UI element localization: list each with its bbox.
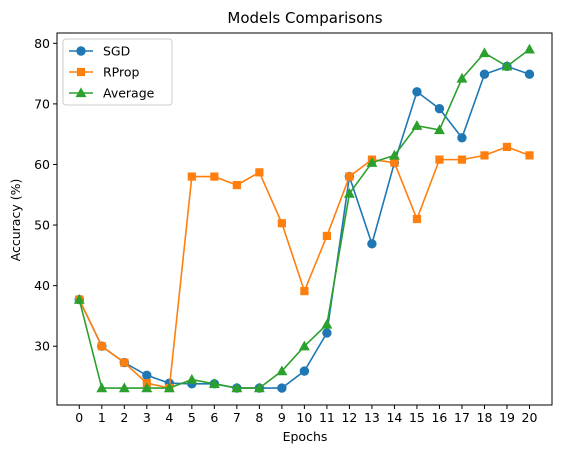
legend-label: Average xyxy=(103,86,155,101)
data-point xyxy=(187,172,196,181)
x-tick-label: 7 xyxy=(233,410,241,425)
x-tick-label: 9 xyxy=(278,410,286,425)
data-point xyxy=(210,172,219,181)
chart-title: Models Comparisons xyxy=(227,9,382,27)
data-point xyxy=(390,158,399,167)
data-point xyxy=(435,155,444,164)
data-point xyxy=(502,142,512,152)
series-rprop xyxy=(75,142,534,393)
plot-area xyxy=(73,43,535,393)
series-line xyxy=(78,146,530,390)
data-point xyxy=(412,87,422,97)
x-tick-label: 16 xyxy=(431,410,447,425)
x-tick-label: 6 xyxy=(210,410,218,425)
legend: SGD RProp Average xyxy=(62,38,173,106)
y-tick-label: 50 xyxy=(34,218,50,233)
legend-marker xyxy=(76,46,86,56)
series-line xyxy=(78,65,530,389)
data-point xyxy=(457,133,467,143)
x-tick-label: 8 xyxy=(255,410,263,425)
y-tick-label: 60 xyxy=(34,157,50,172)
data-point xyxy=(73,293,85,304)
data-point xyxy=(118,382,130,393)
data-point xyxy=(456,72,468,83)
data-point xyxy=(367,239,377,249)
data-point xyxy=(300,286,309,296)
x-tick-label: 5 xyxy=(188,410,196,425)
data-point xyxy=(232,180,241,190)
y-tick-label: 70 xyxy=(34,96,50,111)
data-point xyxy=(277,383,287,393)
data-point xyxy=(501,60,513,71)
y-axis: 30 40 50 60 70 80 xyxy=(34,36,57,354)
data-point xyxy=(524,69,535,79)
x-tick-label: 20 xyxy=(522,410,538,425)
x-tick-label: 0 xyxy=(75,410,83,425)
legend-label: SGD xyxy=(103,44,130,59)
data-point xyxy=(457,155,467,164)
x-tick-label: 10 xyxy=(296,410,312,425)
x-tick-label: 14 xyxy=(386,410,402,425)
y-tick-label: 30 xyxy=(34,339,50,354)
data-point xyxy=(208,378,220,388)
data-point xyxy=(231,382,243,393)
data-point xyxy=(525,151,534,160)
x-axis-label: Epochs xyxy=(283,429,328,444)
data-point xyxy=(388,149,400,160)
data-point xyxy=(321,318,333,329)
data-point xyxy=(366,157,378,167)
data-point xyxy=(97,342,106,351)
x-tick-label: 15 xyxy=(409,410,425,425)
x-tick-label: 4 xyxy=(165,410,173,425)
data-point xyxy=(479,47,490,58)
data-point xyxy=(322,328,332,338)
data-point xyxy=(276,365,288,376)
x-tick-label: 17 xyxy=(454,410,470,425)
legend-marker xyxy=(76,67,86,77)
data-point xyxy=(163,382,175,393)
y-tick-label: 80 xyxy=(34,36,50,51)
data-point xyxy=(120,358,129,367)
x-tick-label: 3 xyxy=(143,410,151,425)
data-point xyxy=(411,120,423,130)
legend-item: RProp xyxy=(69,65,140,80)
data-point xyxy=(299,366,310,376)
data-point xyxy=(141,382,153,393)
data-point xyxy=(277,219,286,228)
x-tick-label: 1 xyxy=(98,410,106,425)
data-point xyxy=(298,340,310,351)
data-point xyxy=(253,382,265,393)
legend-box xyxy=(62,38,173,106)
x-tick-label: 19 xyxy=(499,410,515,425)
data-point xyxy=(142,370,152,381)
series-average xyxy=(73,43,535,393)
data-point xyxy=(434,104,445,114)
data-point xyxy=(186,373,198,384)
x-tick-label: 18 xyxy=(477,410,493,425)
x-tick-label: 12 xyxy=(341,410,357,425)
x-tick-label: 11 xyxy=(319,410,335,425)
data-point xyxy=(479,69,490,79)
data-point xyxy=(412,214,422,224)
x-axis: 0 1 2 3 4 5 6 7 8 9 10 11 12 13 14 15 16 17 18 19 20 xyxy=(75,405,537,425)
legend-item: Average xyxy=(69,86,155,101)
x-tick-label: 2 xyxy=(120,410,128,425)
data-point xyxy=(345,172,354,181)
data-point xyxy=(524,43,535,54)
y-axis-label: Accuracy (%) xyxy=(8,179,23,262)
legend-marker xyxy=(75,87,87,98)
data-point xyxy=(343,187,355,198)
legend-item: SGD xyxy=(69,44,130,59)
x-tick-label: 13 xyxy=(364,410,380,425)
data-point xyxy=(480,151,489,160)
y-tick-label: 40 xyxy=(34,278,50,293)
data-point xyxy=(255,168,264,177)
data-point xyxy=(322,231,331,241)
data-point xyxy=(433,124,445,135)
legend-label: RProp xyxy=(103,65,140,80)
data-point xyxy=(96,382,108,393)
